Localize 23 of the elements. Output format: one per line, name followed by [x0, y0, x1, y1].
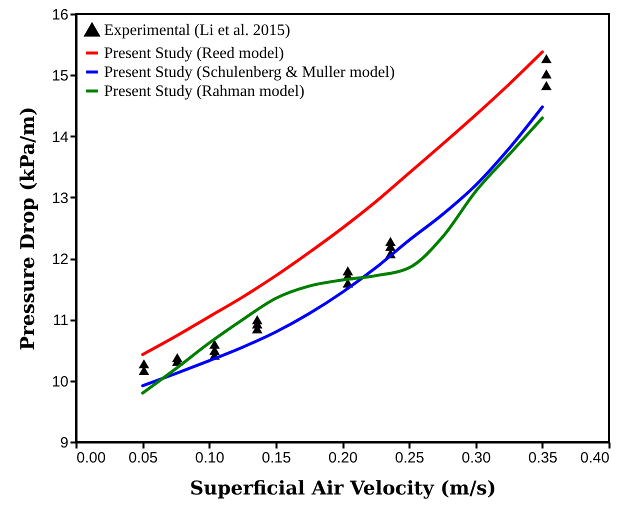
x-axis-title: Superficial Air Velocity (m/s): [190, 478, 496, 500]
y-tick-label: 15: [52, 68, 68, 85]
y-tick-label: 14: [52, 128, 68, 146]
legend-label: Experimental (Li et al. 2015): [104, 22, 290, 39]
legend-label: Present Study (Schulenberg & Muller model): [104, 64, 395, 81]
y-tick-label: 11: [52, 312, 68, 330]
y-tick-label: 16: [52, 6, 68, 24]
x-tick-label: 0.40: [580, 450, 610, 466]
y-tick-label: 10: [52, 373, 68, 390]
x-tick-label: 0.30: [462, 450, 491, 466]
x-tick-label: 0.00: [76, 450, 106, 466]
x-tick-label: 0.05: [128, 450, 158, 466]
y-tick-label: 12: [52, 251, 68, 268]
x-tick-label: 0.10: [195, 450, 224, 466]
x-tick-label: 0.20: [328, 450, 358, 466]
x-tick-label: 0.35: [528, 450, 558, 466]
x-tick-label: 0.25: [395, 450, 424, 466]
y-tick-label: 9: [60, 434, 68, 452]
x-tick-label: 0.15: [262, 450, 291, 466]
legend-label: Present Study (Reed model): [104, 45, 284, 62]
y-tick-label: 13: [52, 190, 68, 207]
y-axis-title: Pressure Drop (kPa/m): [16, 106, 39, 350]
legend-label: Present Study (Rahman model): [104, 83, 304, 100]
